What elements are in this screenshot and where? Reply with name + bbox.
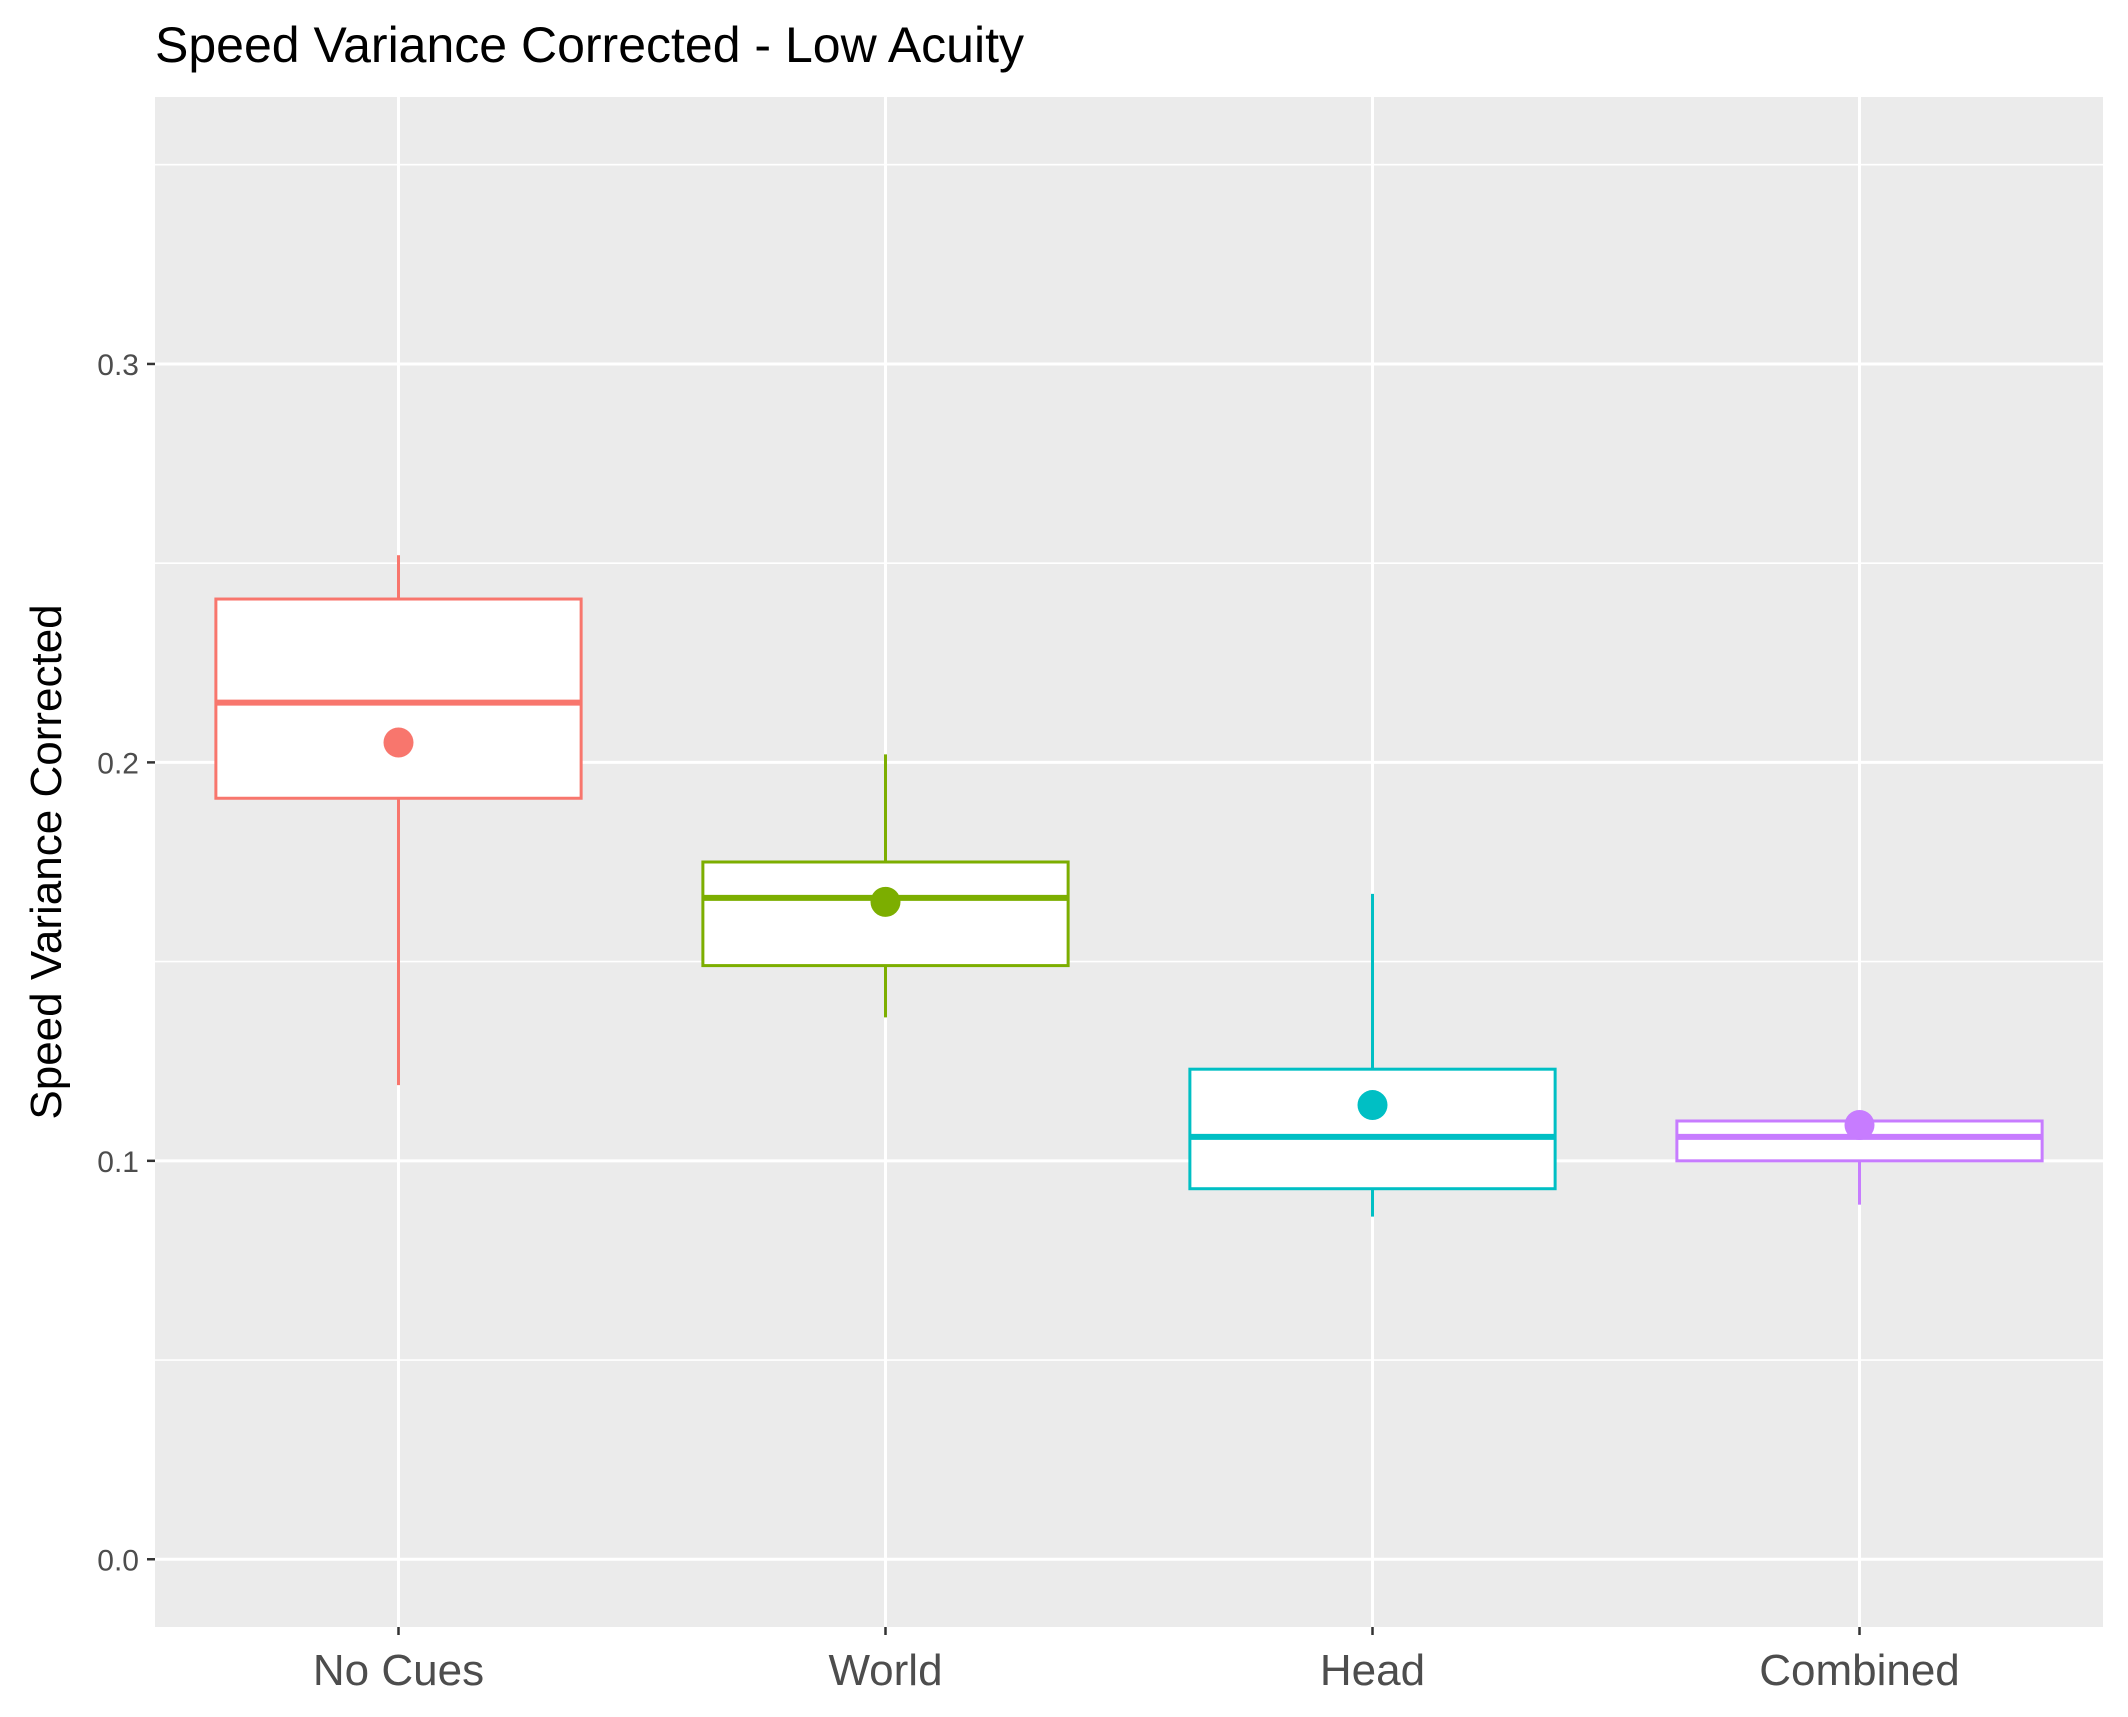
y-tick-label: 0.0 bbox=[97, 1544, 139, 1577]
mean-point bbox=[870, 886, 901, 917]
boxplots bbox=[214, 555, 2044, 1217]
x-tick-label: Combined bbox=[1759, 1646, 1960, 1695]
boxplot-no-cues bbox=[214, 555, 583, 1086]
x-tick-label: No Cues bbox=[313, 1646, 484, 1695]
y-tick-label: 0.1 bbox=[97, 1146, 139, 1179]
boxplot-combined bbox=[1675, 1109, 2044, 1205]
x-axis: No Cues World Head Combined bbox=[313, 1627, 1960, 1695]
plot-panel bbox=[155, 97, 2103, 1627]
box-iqr bbox=[1188, 1067, 1557, 1191]
mean-point bbox=[1844, 1109, 1875, 1140]
y-axis: 0.0 0.1 0.2 0.3 bbox=[97, 349, 155, 1577]
mean-point bbox=[383, 727, 414, 758]
boxplot-world bbox=[701, 754, 1070, 1018]
x-tick-label: World bbox=[828, 1646, 942, 1695]
x-tick-label: Head bbox=[1320, 1646, 1425, 1695]
box-iqr bbox=[214, 597, 583, 800]
y-tick-label: 0.3 bbox=[97, 349, 139, 382]
y-tick-label: 0.2 bbox=[97, 747, 139, 780]
y-axis-label: Speed Variance Corrected bbox=[22, 604, 71, 1119]
boxplot-head bbox=[1188, 893, 1557, 1217]
mean-point bbox=[1357, 1090, 1388, 1121]
minor-gridlines bbox=[155, 163, 2103, 1361]
chart-title: Speed Variance Corrected - Low Acuity bbox=[155, 17, 1024, 73]
